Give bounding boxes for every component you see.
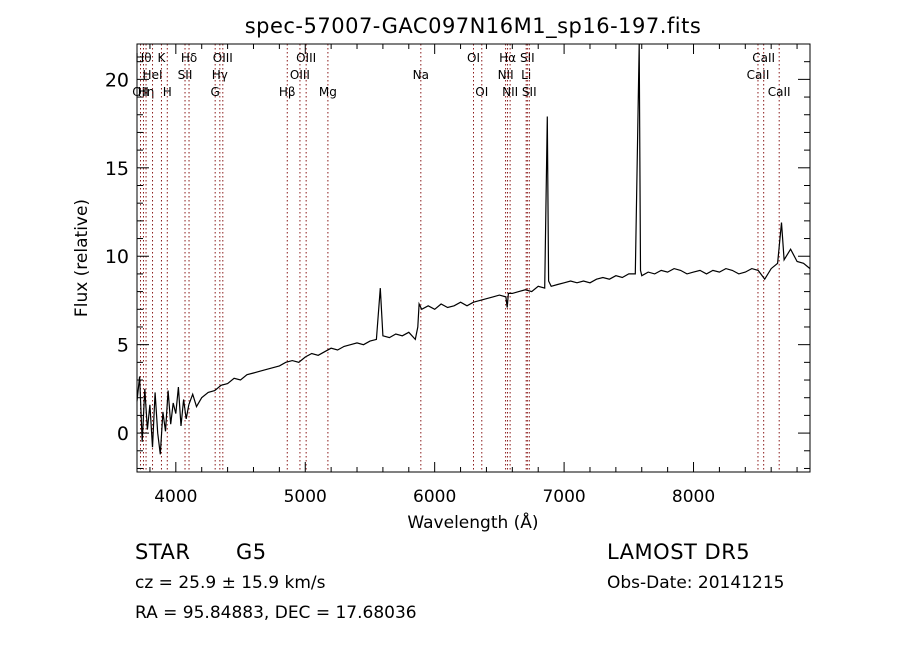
line-marker-label: OI — [475, 85, 488, 99]
spectrum-line — [136, 43, 811, 455]
y-axis-label: Flux (relative) — [72, 199, 92, 317]
x-axis: 4000 5000 6000 7000 8000 — [149, 44, 798, 507]
line-marker-label: Hγ — [212, 68, 228, 82]
line-marker-label: OIII — [213, 51, 233, 65]
line-marker-label: Hθ — [135, 51, 151, 65]
object-subclass: G5 — [236, 540, 267, 564]
line-marker-label: CaII — [768, 85, 791, 99]
line-marker-label: H — [163, 85, 172, 99]
line-marker-label: SII — [178, 68, 193, 82]
obs-date: Obs-Date: 20141215 — [607, 573, 785, 593]
x-tick-label: 8000 — [672, 487, 715, 507]
line-marker-label: OI — [467, 51, 480, 65]
line-marker-label: SII — [522, 85, 537, 99]
line-marker-label: OIII — [290, 68, 310, 82]
y-tick-label: 0 — [117, 423, 129, 445]
line-marker-label: Li — [521, 68, 531, 82]
y-tick-label: 20 — [105, 69, 129, 91]
line-marker-label: K — [158, 51, 167, 65]
line-marker-label: Hδ — [181, 51, 197, 65]
line-marker-label: Hη — [138, 85, 155, 99]
object-class: STAR — [135, 540, 191, 564]
y-tick-label: 15 — [105, 158, 129, 180]
line-marker-label: SII — [520, 51, 535, 65]
line-marker-label: CaII — [747, 68, 770, 82]
redshift-cz: cz = 25.9 ± 15.9 km/s — [135, 573, 326, 593]
y-tick-label: 10 — [105, 246, 129, 268]
line-marker-label: OIII — [296, 51, 316, 65]
x-tick-label: 5000 — [284, 487, 327, 507]
line-marker-label: Mg — [319, 85, 337, 99]
survey-name: LAMOST DR5 — [607, 540, 751, 564]
line-marker-label: NII — [498, 68, 514, 82]
line-marker-label: Hβ — [279, 85, 296, 99]
x-tick-label: 6000 — [413, 487, 456, 507]
line-marker-label: HeI — [143, 68, 163, 82]
x-tick-label: 4000 — [154, 487, 197, 507]
line-markers: OII Hθ Hη HeI K H SII Hδ G Hγ OIII Hβ OIII OIII Mg Na OI… — [132, 44, 791, 472]
x-tick-label: 7000 — [542, 487, 585, 507]
line-marker-label: OII — [132, 85, 149, 99]
line-marker-label: Na — [413, 68, 429, 82]
chart-title: spec-57007-GAC097N16M1_sp16-197.fits — [245, 14, 702, 39]
y-axis: 0 5 10 15 20 — [105, 61, 810, 469]
plot-frame — [136, 43, 811, 473]
line-marker-label: CaII — [752, 51, 775, 65]
x-axis-label: Wavelength (Å) — [407, 511, 538, 533]
line-marker-label: G — [211, 85, 220, 99]
line-marker-label: Hα — [499, 51, 516, 65]
line-marker-label: NII — [502, 85, 518, 99]
coordinates: RA = 95.84883, DEC = 17.68036 — [135, 603, 417, 623]
y-tick-label: 5 — [117, 335, 129, 357]
